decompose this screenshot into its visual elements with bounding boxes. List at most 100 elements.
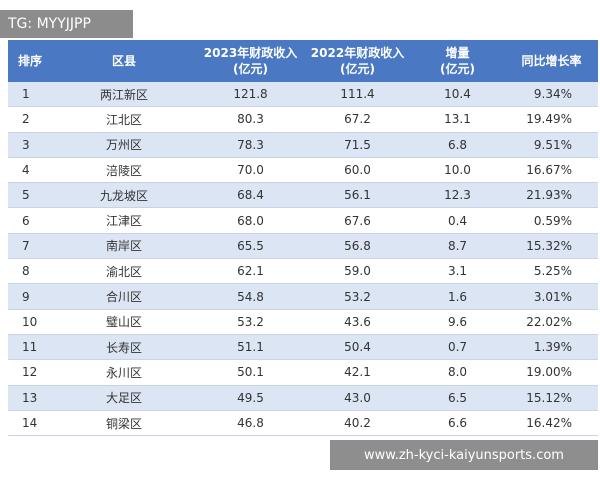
header-text: 排序 (17, 54, 42, 68)
table-cell: 121.8 (196, 82, 305, 108)
header-cell: 区县 (52, 40, 196, 82)
table-cell: 111.4 (305, 82, 410, 108)
table-cell: 19.00% (505, 360, 598, 386)
table-cell: 10 (8, 309, 52, 335)
table-cell: 渝北区 (52, 259, 196, 285)
table-cell: 6.6 (410, 410, 505, 437)
header-cell: 同比增长率 (505, 40, 598, 82)
table-cell: 78.3 (196, 132, 305, 158)
table-cell: 22.02% (505, 309, 598, 335)
table-cell: 56.8 (305, 233, 410, 260)
table-cell: 62.1 (196, 259, 305, 285)
table-cell: 42.1 (305, 360, 410, 386)
header-text: 增量 (445, 46, 470, 60)
table-cell: 2 (8, 107, 52, 133)
table-cell: 璧山区 (52, 309, 196, 335)
header-text: (亿元) (440, 62, 475, 76)
table-cell: 59.0 (305, 259, 410, 285)
table-cell: 68.4 (196, 183, 305, 209)
tag-overlay: TG: MYYJJPP (0, 10, 133, 38)
table-cell: 80.3 (196, 107, 305, 133)
table-cell: 九龙坡区 (52, 183, 196, 209)
table-cell: 10.4 (410, 82, 505, 108)
table-cell: 12.3 (410, 183, 505, 209)
table-cell: 7 (8, 233, 52, 260)
table-cell: 67.6 (305, 208, 410, 234)
table-cell: 0.59% (505, 208, 598, 234)
table-cell: 6 (8, 208, 52, 234)
table-cell: 40.2 (305, 410, 410, 437)
header-text: 同比增长率 (521, 54, 582, 68)
table-cell: 江北区 (52, 107, 196, 133)
watermark: www.zh-kyci-kaiyunsports.com (330, 440, 598, 470)
table-cell: 两江新区 (52, 82, 196, 108)
table-cell: 43.6 (305, 309, 410, 335)
table-cell: 12 (8, 360, 52, 386)
table-cell: 8 (8, 259, 52, 285)
table-cell: 46.8 (196, 410, 305, 437)
table-cell: 53.2 (196, 309, 305, 335)
table-cell: 大足区 (52, 385, 196, 411)
table-cell: 长寿区 (52, 335, 196, 361)
header-cell: 2023年财政收入 (亿元) (196, 40, 305, 82)
table-cell: 50.1 (196, 360, 305, 386)
header-text: 区县 (111, 54, 136, 68)
table-cell: 8.7 (410, 233, 505, 260)
table-cell: 13 (8, 385, 52, 411)
table-cell: 9 (8, 284, 52, 310)
table-cell: 6.5 (410, 385, 505, 411)
header-text: (亿元) (233, 62, 268, 76)
table-cell: 13.1 (410, 107, 505, 133)
table-cell: 6.8 (410, 132, 505, 158)
table-cell: 9.34% (505, 82, 598, 108)
table-cell: 1.39% (505, 335, 598, 361)
table-cell: 68.0 (196, 208, 305, 234)
table-cell: 铜梁区 (52, 410, 196, 437)
table-cell: 南岸区 (52, 233, 196, 260)
table-cell: 21.93% (505, 183, 598, 209)
table-cell: 14 (8, 410, 52, 437)
table-cell: 9.6 (410, 309, 505, 335)
table-cell: 49.5 (196, 385, 305, 411)
table-cell: 万州区 (52, 132, 196, 158)
header-text: (亿元) (340, 62, 375, 76)
table-cell: 16.42% (505, 410, 598, 437)
table-cell: 43.0 (305, 385, 410, 411)
table-cell: 5.25% (505, 259, 598, 285)
table-cell: 50.4 (305, 335, 410, 361)
table-cell: 永川区 (52, 360, 196, 386)
table-cell: 15.12% (505, 385, 598, 411)
table-cell: 67.2 (305, 107, 410, 133)
table-cell: 19.49% (505, 107, 598, 133)
table-cell: 涪陵区 (52, 157, 196, 184)
table-cell: 0.4 (410, 208, 505, 234)
table-cell: 10.0 (410, 157, 505, 184)
table-cell: 53.2 (305, 284, 410, 310)
table-cell: 8.0 (410, 360, 505, 386)
table-cell: 71.5 (305, 132, 410, 158)
table-cell: 3 (8, 132, 52, 158)
table-cell: 54.8 (196, 284, 305, 310)
table-cell: 15.32% (505, 233, 598, 260)
table-cell: 70.0 (196, 157, 305, 184)
table-cell: 0.7 (410, 335, 505, 361)
table-cell: 16.67% (505, 157, 598, 184)
header-cell: 增量 (亿元) (410, 40, 505, 82)
table-cell: 1 (8, 82, 52, 108)
table-cell: 51.1 (196, 335, 305, 361)
table-cell: 5 (8, 183, 52, 209)
table-cell: 60.0 (305, 157, 410, 184)
header-text: 2023年财政收入 (203, 46, 298, 60)
table-cell: 9.51% (505, 132, 598, 158)
table-cell: 1.6 (410, 284, 505, 310)
header-cell: 排序 (8, 40, 52, 82)
table-cell: 合川区 (52, 284, 196, 310)
table-cell: 3.1 (410, 259, 505, 285)
table-cell: 11 (8, 335, 52, 361)
header-cell: 2022年财政收入 (亿元) (305, 40, 410, 82)
header-text: 2022年财政收入 (310, 46, 405, 60)
table-cell: 65.5 (196, 233, 305, 260)
table-cell: 4 (8, 157, 52, 184)
table-cell: 3.01% (505, 284, 598, 310)
